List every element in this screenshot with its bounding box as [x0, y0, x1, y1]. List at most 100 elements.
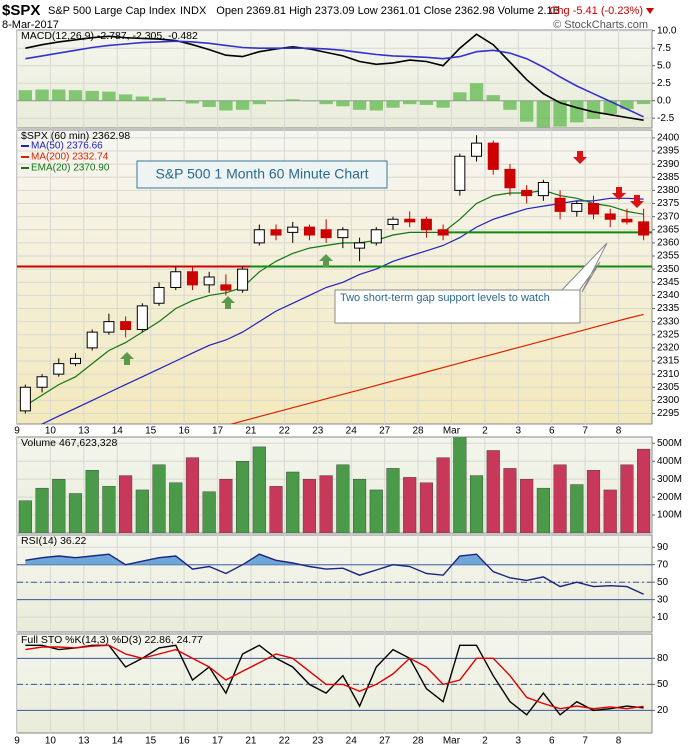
x-tick-label: 15	[145, 736, 157, 747]
histogram-bar	[85, 90, 99, 101]
histogram-bar	[185, 100, 200, 104]
y-tick-label: 10.0	[657, 25, 677, 36]
y-tick-label: 2365	[657, 224, 680, 235]
panel-legend: RSI(14) 36.22	[21, 535, 87, 547]
x-tick-label: 13	[78, 736, 90, 747]
x-tick-label: 28	[412, 426, 424, 437]
down-arrow	[612, 187, 626, 200]
x-tick-label: 17	[212, 736, 224, 747]
y-tick-label: 2345	[657, 277, 680, 288]
y-tick-label: 2320	[657, 343, 680, 354]
histogram-bar	[135, 96, 150, 101]
candle-body	[404, 218, 416, 223]
volume-bar	[302, 478, 316, 533]
histogram-bar	[302, 100, 317, 102]
callout-box	[334, 289, 581, 324]
candle-body	[571, 203, 583, 212]
candle-body	[471, 142, 483, 157]
volume-bar	[419, 482, 433, 533]
histogram-bar	[369, 100, 383, 111]
y-tick-label: 50	[657, 577, 669, 588]
volume-bar	[536, 487, 550, 533]
x-tick-label: 2	[482, 736, 488, 747]
candle-body	[19, 386, 31, 412]
volume-bar	[35, 487, 49, 533]
line	[25, 644, 644, 710]
x-tick-label: Mar	[443, 426, 461, 437]
histogram-bar	[219, 100, 233, 111]
volume-bar	[286, 471, 300, 533]
histogram-bar	[519, 100, 534, 122]
y-tick-label: 2395	[657, 146, 680, 157]
candle-body	[120, 321, 132, 330]
symbol: $SPX	[2, 2, 40, 19]
x-tick-label: 15	[145, 426, 157, 437]
y-tick-label: 2325	[657, 329, 680, 340]
volume-bar	[102, 486, 116, 533]
candle-body	[320, 229, 332, 239]
candle-body	[237, 268, 249, 291]
candle-body	[537, 182, 549, 197]
x-tick-label: 9	[14, 426, 20, 437]
x-tick-label: 17	[212, 426, 224, 437]
panel-background	[16, 534, 653, 633]
y-tick-label: 2295	[657, 408, 680, 419]
volume-bar	[353, 478, 367, 533]
candle-body	[420, 218, 432, 231]
x-tick-label: Mar	[443, 736, 461, 747]
y-tick-label: 50	[657, 679, 669, 690]
histogram-bar	[586, 100, 601, 119]
histogram-bar	[68, 90, 83, 101]
y-tick-label: 2300	[657, 395, 680, 406]
candle-body	[303, 226, 315, 236]
x-tick-label: 22	[279, 426, 291, 437]
security-name: S&P 500 Large Cap Index	[48, 5, 176, 17]
plot-area	[17, 535, 652, 632]
y-tick-label: 2375	[657, 198, 680, 209]
y-tick-label: 5.0	[657, 60, 671, 71]
volume-bar	[236, 461, 250, 533]
candle-body	[504, 168, 516, 189]
up-arrow	[221, 296, 235, 309]
y-tick-label: 7.5	[657, 43, 671, 54]
candle-body	[203, 276, 215, 286]
candle-body	[69, 357, 82, 365]
volume-bar	[169, 482, 183, 533]
y-tick-label: 10	[657, 612, 669, 623]
y-tick-label: 30	[657, 594, 669, 605]
volume-bar	[135, 489, 149, 533]
x-tick-label: 27	[379, 736, 391, 747]
candle-body	[521, 189, 533, 197]
volume-bar	[85, 469, 99, 533]
volume-bar	[68, 493, 83, 533]
y-tick-label: 2370	[657, 211, 680, 222]
histogram-bar	[603, 100, 617, 114]
volume-bar	[520, 478, 534, 533]
candle-body	[638, 221, 650, 236]
down-arrow	[573, 151, 587, 164]
histogram-bar	[386, 100, 400, 108]
x-tick-label: 8	[616, 736, 622, 747]
histogram-bar	[403, 100, 417, 105]
volume-bar	[637, 448, 651, 533]
volume-bar	[436, 457, 450, 533]
candle-body	[153, 287, 165, 304]
candle-body	[354, 242, 366, 249]
candle-body	[53, 363, 65, 375]
line	[229, 313, 644, 424]
volume-bar	[185, 457, 200, 533]
volume-bar	[503, 468, 517, 533]
volume-bar	[570, 484, 584, 533]
candle-body	[103, 321, 115, 333]
panel-legend: Volume 467,623,328	[21, 437, 117, 449]
y-tick-label: 2400	[657, 133, 680, 144]
x-tick-label: 8	[616, 426, 622, 437]
volume-bar	[252, 446, 266, 533]
y-tick-label: 2.5	[657, 78, 671, 89]
histogram-bar	[553, 100, 567, 127]
x-tick-label: 23	[312, 426, 324, 437]
volume-bar	[453, 437, 467, 533]
histogram-bar	[336, 100, 350, 107]
y-tick-label: 2330	[657, 316, 680, 327]
histogram-bar	[352, 100, 367, 110]
